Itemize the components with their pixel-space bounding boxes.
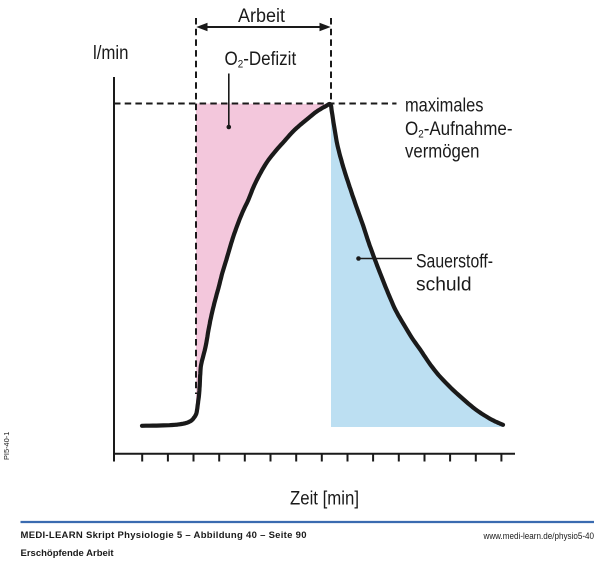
svg-text:Erschöpfende Arbeit: Erschöpfende Arbeit — [21, 548, 115, 559]
svg-text:PI5-40-1: PI5-40-1 — [2, 432, 11, 460]
svg-text:www.medi-learn.de/physio5-40: www.medi-learn.de/physio5-40 — [483, 531, 594, 541]
svg-text:Sauerstoff-: Sauerstoff- — [416, 252, 493, 273]
svg-text:Arbeit: Arbeit — [238, 6, 286, 27]
svg-text:Zeit [min]: Zeit [min] — [290, 489, 359, 510]
svg-text:MEDI-LEARN Skript Physiologie: MEDI-LEARN Skript Physiologie 5 – Abbild… — [21, 530, 307, 541]
svg-text:schuld: schuld — [416, 275, 472, 296]
svg-text:O2-Aufnahme-: O2-Aufnahme- — [405, 119, 513, 141]
svg-text:l/min: l/min — [93, 43, 129, 64]
svg-text:O2-Defizit: O2-Defizit — [225, 49, 297, 71]
svg-text:maximales: maximales — [405, 96, 484, 117]
svg-text:vermögen: vermögen — [405, 142, 480, 163]
